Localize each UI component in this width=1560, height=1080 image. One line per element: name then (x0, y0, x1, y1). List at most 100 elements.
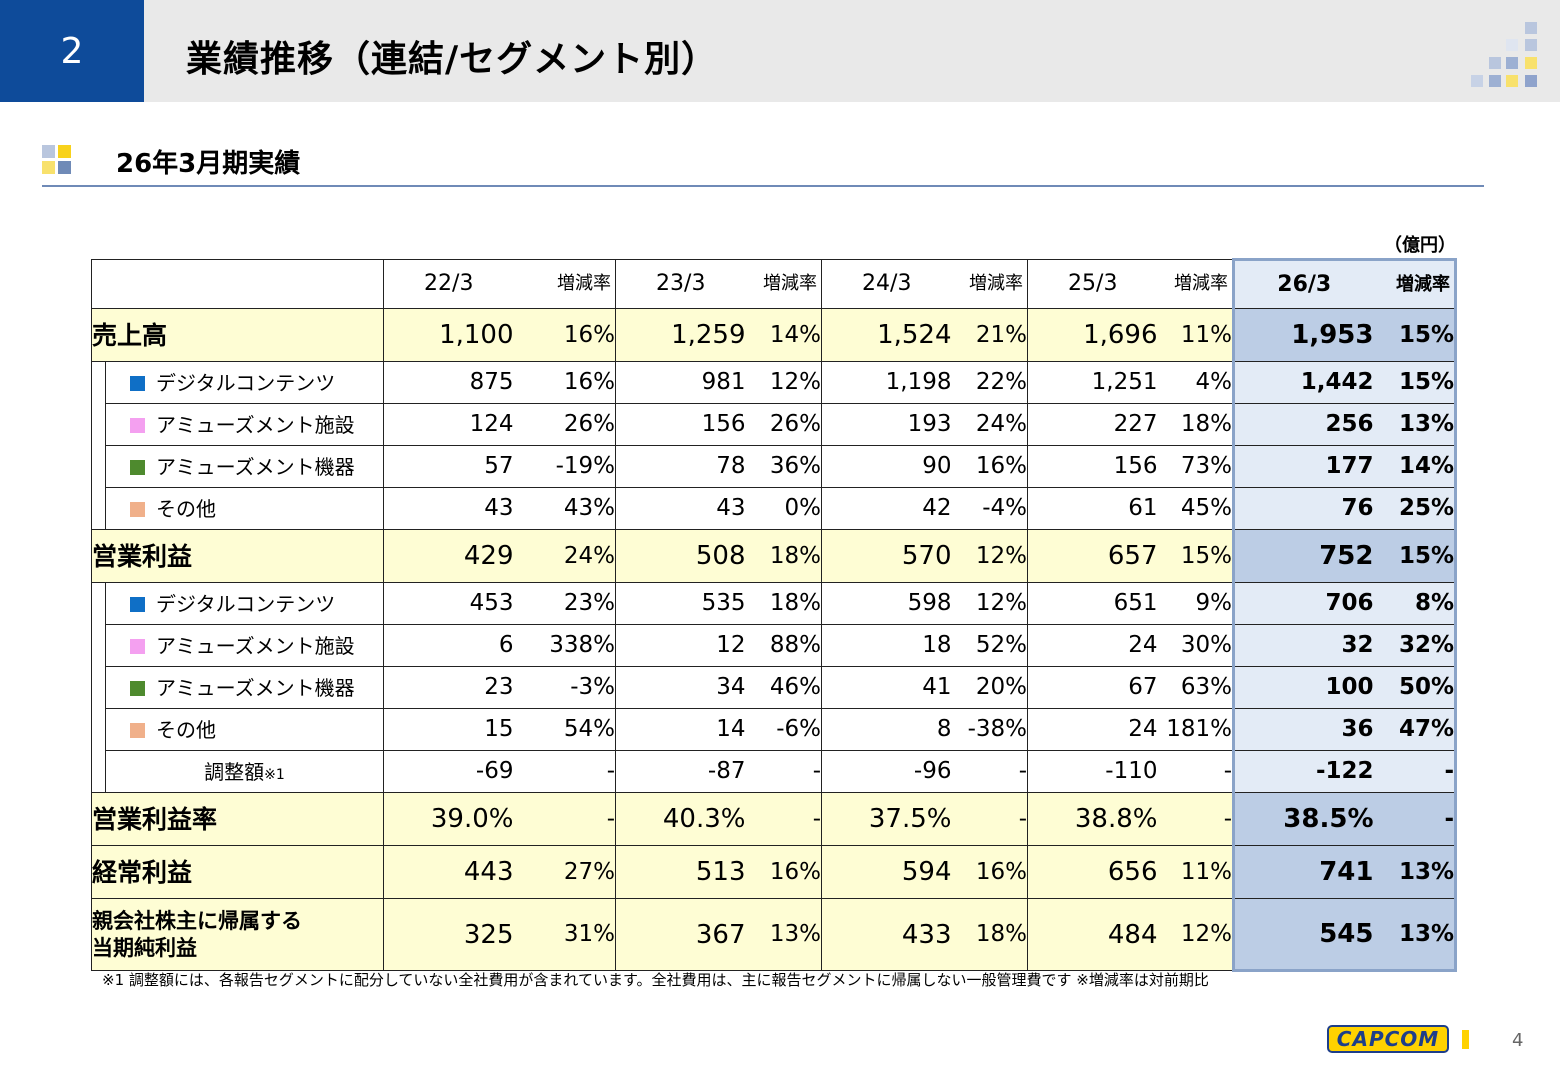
change-cell: 26% (513, 403, 616, 446)
change-cell: - (513, 750, 616, 793)
change-cell: 181% (1157, 708, 1234, 751)
segment-label: アミューズメント施設 (105, 624, 384, 667)
unit-label: （億円） (1384, 235, 1456, 256)
change-header: 増減率 (513, 259, 616, 309)
change-cell: -19% (513, 445, 616, 488)
segment-square-icon (130, 596, 145, 612)
value-cell: 367 (615, 898, 746, 971)
table-row: 調整額※1 -69- -87- -96- -110- -122- (91, 750, 1457, 793)
value-cell: 57 (383, 445, 514, 488)
value-cell: 14 (615, 708, 746, 751)
value-cell: 76 (1232, 487, 1374, 530)
value-cell: 1,259 (615, 308, 746, 362)
table-row: 親会社株主に帰属する 当期純利益 325 31% 367 13% 433 18% 484 12% 5… (91, 898, 1457, 972)
change-cell: 27% (513, 845, 616, 899)
segment-label: デジタルコンテンツ (105, 582, 384, 625)
value-cell: 6 (383, 624, 514, 667)
change-cell: 22% (951, 361, 1028, 404)
change-cell: 54% (513, 708, 616, 751)
segment-square-icon (130, 501, 145, 517)
value-cell: 657 (1027, 529, 1158, 583)
year-header: 22/3 (383, 259, 514, 309)
value-cell: 1,442 (1232, 361, 1374, 404)
change-cell: 16% (745, 845, 822, 899)
change-cell: 11% (1157, 845, 1234, 899)
value-cell: 875 (383, 361, 514, 404)
value-cell: 36 (1232, 708, 1374, 751)
table-row: 営業利益率 39.0% -40.3% -37.5% -38.8% -38.5% - (91, 792, 1457, 846)
footnote: ※1 調整額には、各報告セグメントに配分していない全社費用が含まれています。全社… (102, 971, 1209, 989)
capcom-logo: CAPCOM (1327, 1025, 1449, 1053)
value-cell: 41 (821, 666, 952, 709)
change-cell: 16% (513, 361, 616, 404)
change-cell: 15% (1157, 529, 1234, 583)
change-cell: 9% (1157, 582, 1234, 625)
change-cell: 73% (1157, 445, 1234, 488)
change-cell: 30% (1157, 624, 1234, 667)
value-cell: 1,524 (821, 308, 952, 362)
row-label-line2: 当期純利益 (92, 935, 197, 960)
adjustment-text: 調整額 (204, 759, 265, 784)
change-cell: 23% (513, 582, 616, 625)
segment-name: アミューズメント機器 (156, 675, 355, 700)
value-cell: 12 (615, 624, 746, 667)
change-cell: - (951, 750, 1028, 793)
year-header: 24/3 (821, 259, 952, 309)
segment-name: アミューズメント施設 (156, 633, 355, 658)
change-cell: 31% (513, 898, 616, 971)
value-cell: 429 (383, 529, 514, 583)
value-cell: 193 (821, 403, 952, 446)
change-cell: 11% (1157, 308, 1234, 362)
segment-label: アミューズメント施設 (105, 403, 384, 446)
change-cell: 20% (951, 666, 1028, 709)
change-cell: 47% (1373, 708, 1457, 751)
change-cell: -6% (745, 708, 822, 751)
value-cell: 433 (821, 898, 952, 971)
value-cell: 752 (1232, 529, 1374, 583)
row-label: 売上高 (91, 308, 384, 362)
change-cell: 26% (745, 403, 822, 446)
change-cell: 14% (1373, 445, 1457, 488)
value-cell: -122 (1232, 750, 1374, 793)
value-cell: 535 (615, 582, 746, 625)
row-label-line1: 親会社株主に帰属する (92, 909, 302, 934)
value-cell: 741 (1232, 845, 1374, 899)
value-cell: 594 (821, 845, 952, 899)
table-row: デジタルコンテンツ 875 16% 981 12% 1,198 22% 1,251 4% 1,44… (91, 361, 1457, 404)
change-cell: 13% (1373, 845, 1457, 899)
indent-gutter (91, 487, 106, 530)
indent-gutter (91, 361, 106, 404)
change-cell: 43% (513, 487, 616, 530)
change-cell: - (513, 792, 616, 846)
year-header: 26/3 (1232, 258, 1374, 309)
change-cell: 46% (745, 666, 822, 709)
segment-label: その他 (105, 708, 384, 751)
change-cell: 15% (1373, 529, 1457, 583)
change-cell: 14% (745, 308, 822, 362)
page-number: 4 (1512, 1030, 1524, 1051)
table-header-row: 22/3 増減率 23/3 増減率 24/3 増減率 25/3 増減率 26/3 増減率 (91, 258, 1457, 309)
change-cell: 16% (951, 845, 1028, 899)
value-cell: 38.8% (1027, 792, 1158, 846)
segment-name: デジタルコンテンツ (156, 370, 336, 395)
change-header: 増減率 (1157, 259, 1234, 309)
value-cell: 67 (1027, 666, 1158, 709)
indent-gutter (91, 666, 106, 709)
value-cell: 37.5% (821, 792, 952, 846)
change-cell: 24% (951, 403, 1028, 446)
value-cell: 156 (1027, 445, 1158, 488)
value-cell: 508 (615, 529, 746, 583)
logo-bar (1462, 1030, 1469, 1049)
results-table: 22/3 増減率 23/3 増減率 24/3 増減率 25/3 増減率 26/3 増減率 売上高 1,… (91, 258, 1457, 972)
segment-square-icon (130, 375, 145, 391)
change-cell: - (1157, 750, 1234, 793)
value-cell: 8 (821, 708, 952, 751)
value-cell: 43 (383, 487, 514, 530)
year-header: 25/3 (1027, 259, 1158, 309)
header-corner-cell (91, 259, 384, 309)
value-cell: -96 (821, 750, 952, 793)
value-cell: 43 (615, 487, 746, 530)
change-cell: 12% (1157, 898, 1234, 971)
table-row: その他 15 54% 14 -6% 8 -38% 24 181% 36 47% (91, 708, 1457, 751)
indent-gutter (91, 624, 106, 667)
